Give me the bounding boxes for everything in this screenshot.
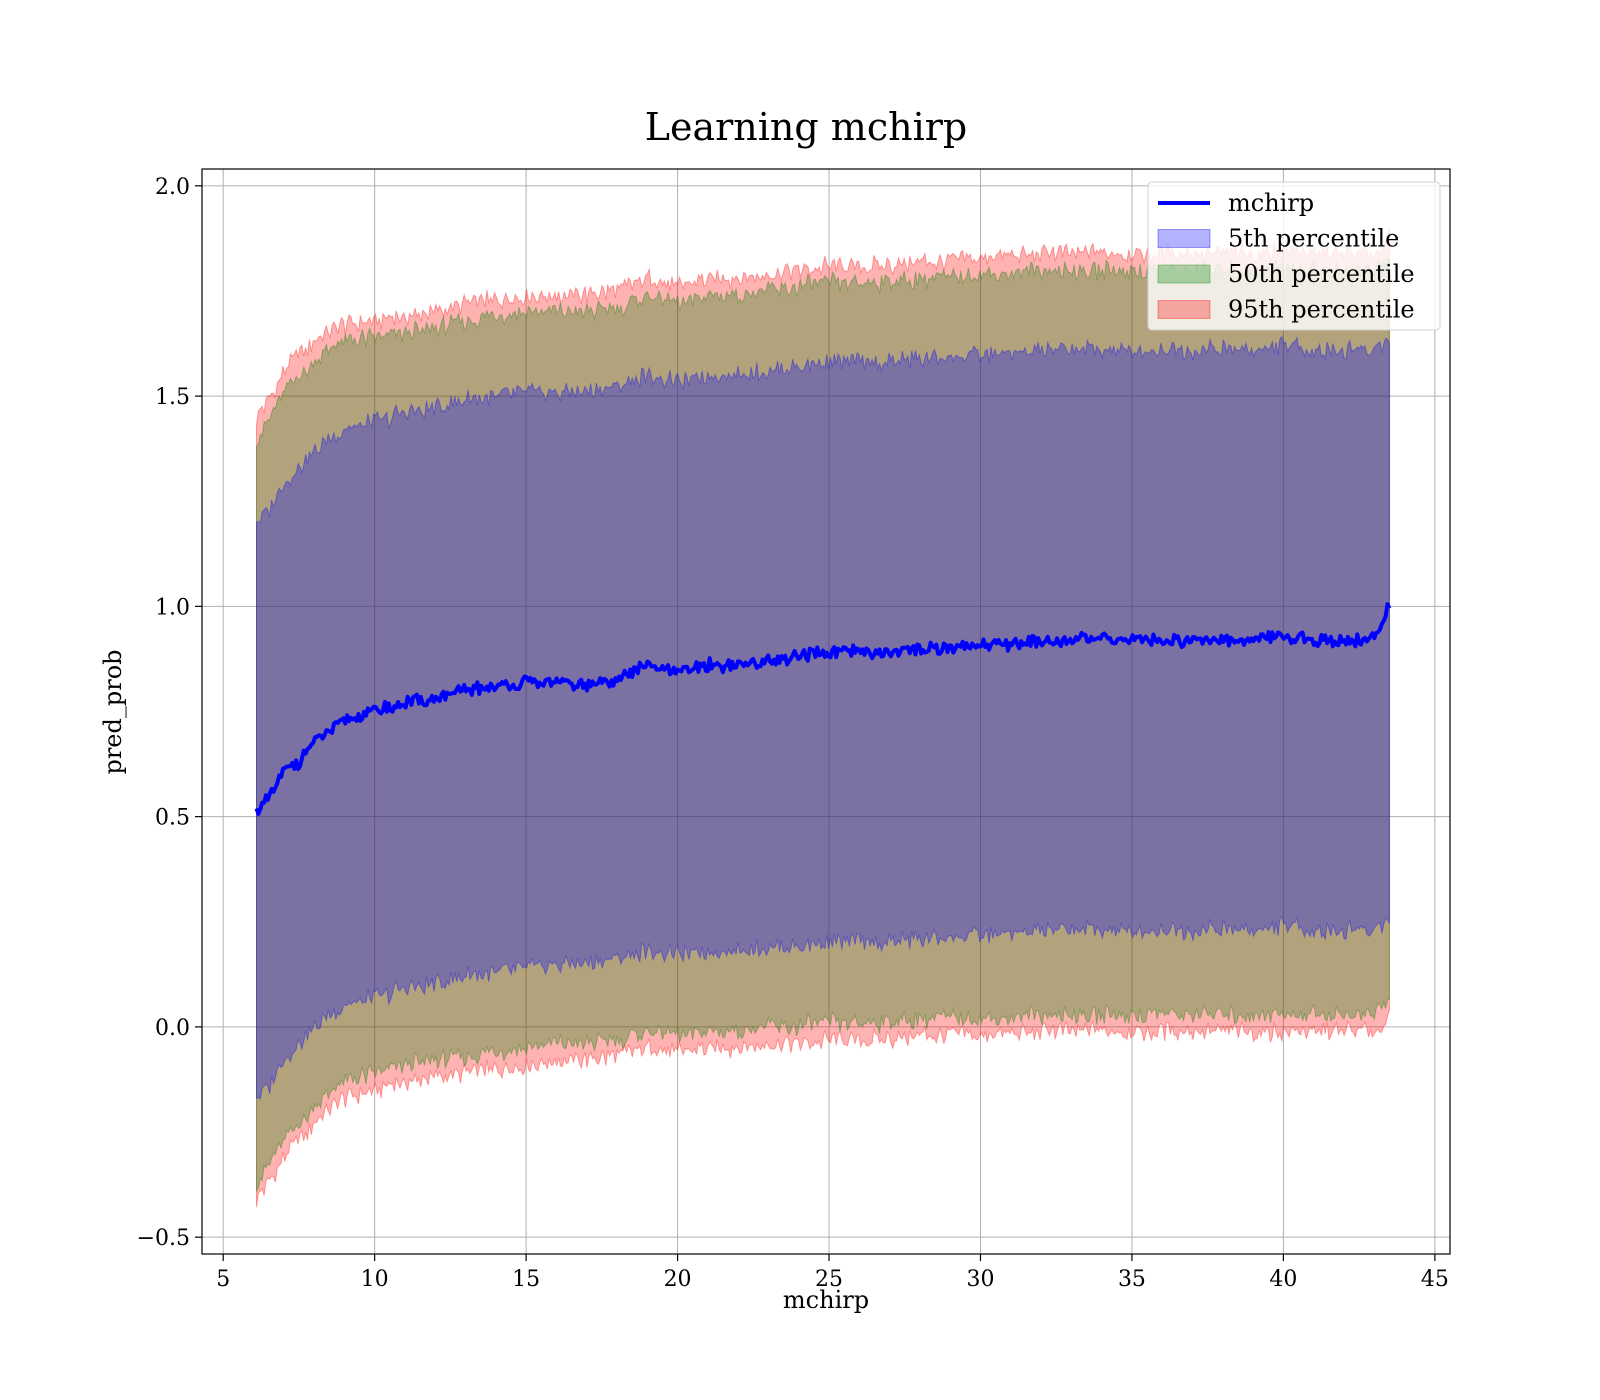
- percentile-bands: [256, 227, 1390, 1208]
- y-tick-label: 0.5: [155, 806, 190, 831]
- y-tick-label: −0.5: [137, 1226, 190, 1251]
- mchirp-line-layer: [254, 602, 1392, 816]
- x-tick-label: 25: [815, 1267, 843, 1292]
- ticks: 5 10 15 20 25 30 35 40 45 −0.5 0.0 0.5 1.0 1.5 2.0: [137, 175, 1449, 1292]
- x-tick-label: 40: [1269, 1267, 1297, 1292]
- y-tick-label: 1.5: [155, 385, 190, 410]
- legend-patch-swatch: [1157, 300, 1211, 319]
- x-tick-label: 45: [1421, 1267, 1449, 1292]
- x-tick-label: 35: [1118, 1267, 1146, 1292]
- 5th-percentile-band: [256, 335, 1390, 1100]
- x-tick-label: 10: [361, 1267, 389, 1292]
- legend: mchirp 5th percentile 50th percentile 95th …: [1147, 181, 1441, 331]
- chart-title: Learning mchirp: [645, 105, 967, 149]
- legend-label: 95th percentile: [1228, 296, 1415, 324]
- grid: [202, 169, 1450, 1254]
- 95th-percentile-band: [256, 227, 1390, 1208]
- legend-patch-swatch: [1157, 229, 1211, 248]
- x-tick-label: 5: [216, 1267, 230, 1292]
- y-tick-label: 1.0: [155, 595, 190, 620]
- legend-label: mchirp: [1228, 189, 1314, 217]
- legend-patch-swatch: [1157, 264, 1211, 284]
- x-tick-label: 20: [664, 1267, 692, 1292]
- y-tick-label: 0.0: [155, 1016, 190, 1041]
- legend-label: 5th percentile: [1228, 225, 1399, 253]
- plot-frame: [201, 168, 1451, 1255]
- x-tick-label: 30: [966, 1267, 994, 1292]
- y-axis-label: pred_prob: [99, 649, 127, 774]
- legend-box: [1147, 181, 1441, 331]
- mchirp-line: [254, 602, 1392, 816]
- x-tick-label: 15: [512, 1267, 540, 1292]
- x-axis-label: mchirp: [783, 1286, 869, 1314]
- 50th-percentile-band: [256, 258, 1390, 1193]
- legend-label: 50th percentile: [1228, 260, 1415, 288]
- y-tick-label: 2.0: [155, 175, 190, 200]
